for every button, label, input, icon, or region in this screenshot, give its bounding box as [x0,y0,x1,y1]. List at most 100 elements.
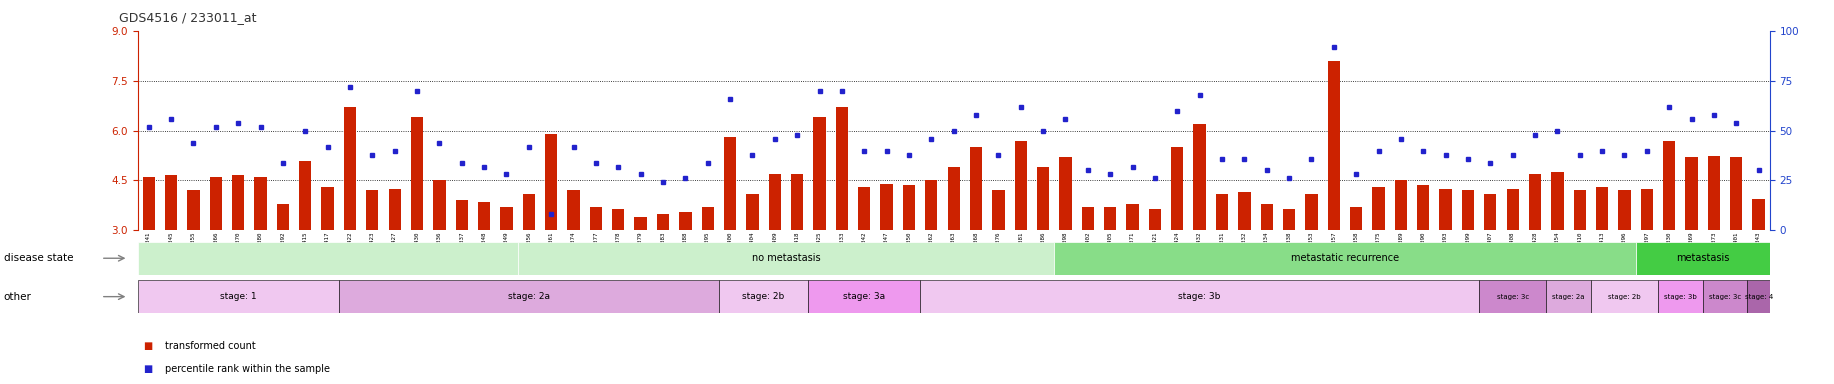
Bar [1372,187,1385,230]
Bar [1260,204,1273,230]
Bar [143,177,154,230]
Text: metastatic recurrence: metastatic recurrence [1291,253,1399,263]
Text: no metastasis: no metastasis [752,253,820,263]
Bar [719,280,809,313]
Text: metastasis: metastasis [1676,253,1729,263]
Text: percentile rank within the sample: percentile rank within the sample [165,364,330,374]
Text: stage: 3c: stage: 3c [1497,294,1530,300]
Text: GDS4516 / 233011_at: GDS4516 / 233011_at [119,12,257,25]
Bar [138,242,517,275]
Bar [165,175,178,230]
Bar [1060,157,1071,230]
Bar [724,137,735,230]
Bar [545,134,558,230]
Bar [790,174,803,230]
Bar [1707,156,1720,230]
Text: ■: ■ [143,341,152,351]
Bar [924,180,937,230]
Bar [255,177,266,230]
Bar [992,190,1005,230]
Bar [299,161,312,230]
Bar [1148,209,1161,230]
Bar [1440,189,1453,230]
Bar [1172,147,1183,230]
Bar [1055,242,1636,275]
Bar [1530,174,1541,230]
Text: stage: 3c: stage: 3c [1709,294,1740,300]
Text: stage: 3b: stage: 3b [1179,292,1221,301]
Text: stage: 2a: stage: 2a [508,292,550,301]
Text: transformed count: transformed count [165,341,255,351]
Bar [1480,280,1546,313]
Text: stage: 2b: stage: 2b [743,292,785,301]
Text: stage: 2b: stage: 2b [1608,294,1641,300]
Bar [902,185,915,230]
Bar [1484,194,1497,230]
Bar [1552,172,1564,230]
Bar [1636,242,1770,275]
Bar [455,200,468,230]
Bar [635,217,647,230]
Bar [921,280,1480,313]
Bar [1574,190,1586,230]
Bar [1014,141,1027,230]
Bar [1748,280,1770,313]
Text: stage: 4: stage: 4 [1744,294,1773,300]
Bar [1658,280,1702,313]
Bar [1306,194,1317,230]
Bar [187,190,200,230]
Bar [657,214,669,230]
Bar [277,204,290,230]
Bar [567,190,580,230]
Bar [1284,209,1295,230]
Bar [1462,190,1475,230]
Bar [1126,204,1139,230]
Bar [1641,189,1652,230]
Text: ■: ■ [143,364,152,374]
Bar [812,117,825,230]
Bar [517,242,1055,275]
Bar [321,187,334,230]
Bar [1702,280,1748,313]
Text: stage: 2a: stage: 2a [1552,294,1585,300]
Bar [1394,180,1407,230]
Bar [1663,141,1674,230]
Bar [1194,124,1205,230]
Bar [613,209,624,230]
Bar [138,280,339,313]
Bar [411,117,424,230]
Bar [1036,167,1049,230]
Bar [746,194,759,230]
Bar [1216,194,1229,230]
Bar [679,212,691,230]
Bar [1729,157,1742,230]
Bar [1590,280,1658,313]
Bar [389,189,402,230]
Bar [1082,207,1095,230]
Bar [233,175,244,230]
Bar [768,174,781,230]
Bar [343,107,356,230]
Bar [1685,157,1698,230]
Bar [1104,207,1117,230]
Text: stage: 3a: stage: 3a [844,292,886,301]
Bar [858,187,871,230]
Bar [1753,199,1764,230]
Text: other: other [4,291,31,302]
Bar [339,280,719,313]
Bar [209,177,222,230]
Bar [1546,280,1590,313]
Bar [1506,189,1519,230]
Bar [1618,190,1630,230]
Bar [948,167,959,230]
Bar [1596,187,1608,230]
Bar [836,107,847,230]
Bar [970,147,983,230]
Bar [880,184,893,230]
Bar [702,207,713,230]
Text: stage: 3b: stage: 3b [1663,294,1696,300]
Bar [1238,192,1251,230]
Bar [809,280,921,313]
Bar [523,194,536,230]
Bar [1350,207,1363,230]
